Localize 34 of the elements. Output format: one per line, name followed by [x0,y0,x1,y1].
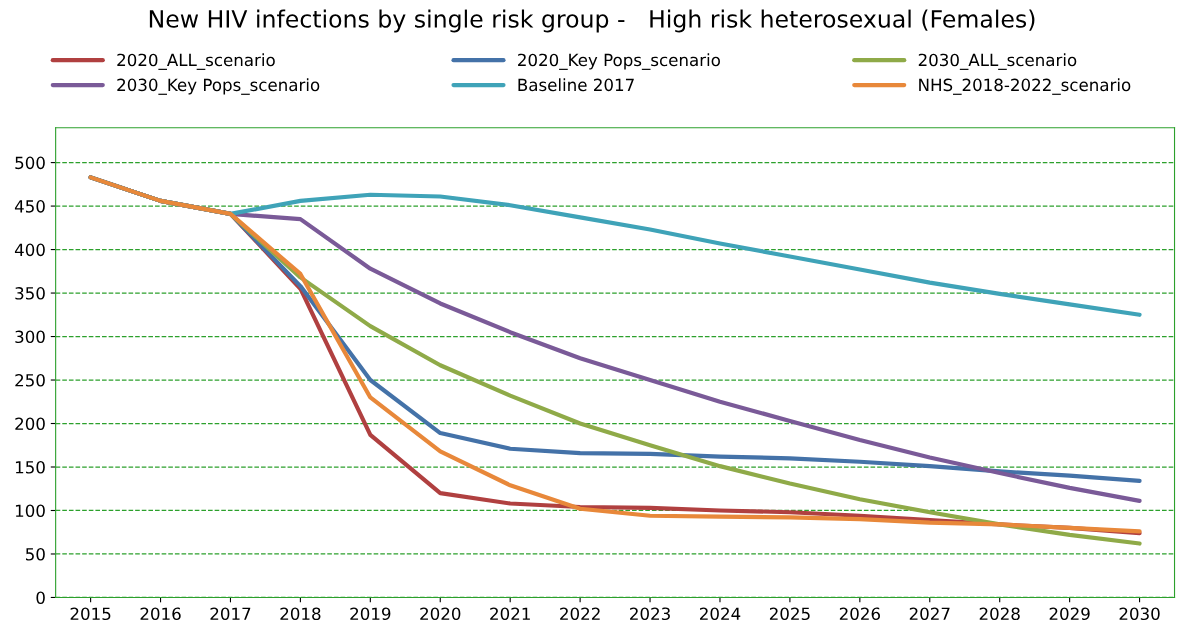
x-tick-label: 2028 [979,607,1020,621]
x-tick-label: 2023 [630,607,670,621]
x-tick-label: 2025 [769,607,810,621]
y-tick-label: 100 [15,504,45,518]
x-tick-label: 2017 [210,607,251,621]
legend-label: NHS_2018-2022_scenario [919,78,1131,95]
x-tick-label: 2015 [70,607,111,621]
y-tick-label: 150 [15,460,45,474]
y-tick-label: 350 [15,287,45,300]
legend-label: Baseline 2017 [518,78,634,92]
x-tick-label: 2029 [1049,607,1090,621]
x-tick-label: 2030 [1119,607,1160,621]
y-tick-label: 300 [15,330,45,344]
chart-title: New HIV infections by single risk group - High risk heterosexual (Females) [149,9,1035,33]
legend-label: 2020_Key Pops_scenario [518,53,720,70]
x-tick-label: 2024 [700,607,741,621]
legend-label: 2030_ALL_scenario [918,53,1077,70]
x-tick-label: 2018 [280,607,321,621]
legend-label: 2030_Key Pops_scenario [117,78,320,95]
x-tick-label: 2016 [140,607,181,621]
x-tick-label: 2022 [560,607,600,621]
x-tick-label: 2019 [350,607,391,621]
x-tick-label: 2021 [490,607,530,621]
y-tick-label: 500 [15,156,45,170]
x-tick-label: 2027 [909,607,950,621]
legend-label: 2020_ALL_scenario [117,53,275,70]
y-tick-label: 250 [15,373,45,387]
y-tick-label: 50 [26,547,45,561]
y-tick-label: 0 [36,591,45,605]
y-tick-label: 200 [15,417,45,431]
y-tick-label: 450 [14,200,45,213]
y-tick-label: 400 [14,243,45,257]
x-tick-label: 2026 [839,607,880,621]
x-tick-label: 2020 [420,607,461,621]
